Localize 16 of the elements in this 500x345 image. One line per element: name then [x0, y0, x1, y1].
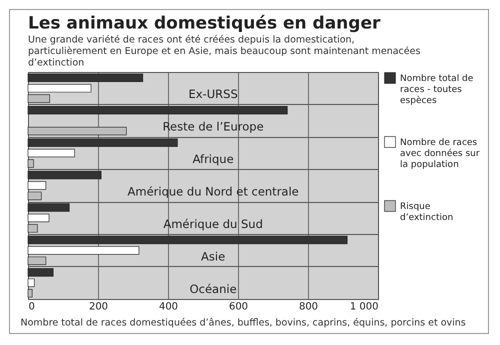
- x-tick-label: 200: [88, 302, 108, 312]
- chart-title: Les animaux domestiqués en danger: [28, 14, 381, 34]
- legend-label: Risque d’extinction: [400, 202, 454, 223]
- x-tick-label: 800: [298, 302, 318, 312]
- y-tick-label: Afrique: [192, 152, 234, 166]
- x-tick-label: 600: [228, 302, 248, 312]
- x-tick-label: 400: [158, 302, 178, 312]
- legend-label: Nombre total de races - toutes espèces: [400, 74, 474, 106]
- y-tick-label: Asie: [201, 249, 226, 264]
- x-tick-label: 0: [28, 302, 35, 312]
- x-axis-title: Nombre total de races domestiquées d’ânes, buffles, bovins, caprins, équins, porcins et ovins: [20, 318, 466, 328]
- y-tick-label: Océanie: [190, 282, 237, 296]
- x-tick-label: 1 000: [350, 302, 378, 312]
- chart-subtitle: Une grande variété de races ont été créées depuis la domestication, particulièrement en Europe et en Asie, mais beaucoup sont maintenant menacées d’extinction: [28, 34, 420, 68]
- y-tick-label: Ex-URSS: [188, 87, 238, 102]
- legend-label: Nombre de races avec données sur la population: [400, 138, 480, 170]
